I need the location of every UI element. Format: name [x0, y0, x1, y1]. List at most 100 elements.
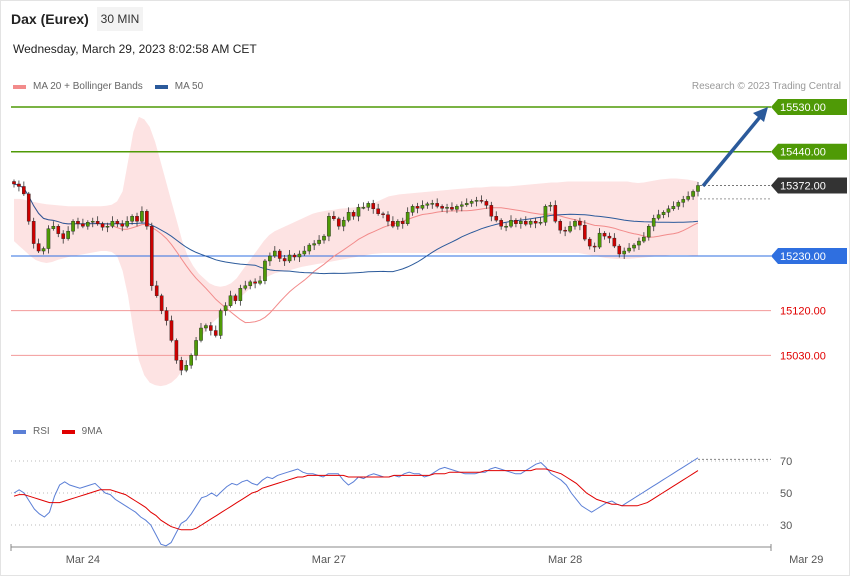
candle	[568, 221, 572, 234]
candle	[31, 217, 36, 249]
legend-item-ma50: MA 50	[154, 81, 204, 92]
candle-body	[553, 205, 558, 222]
candle-body	[435, 203, 439, 207]
candle	[322, 234, 326, 244]
candle	[583, 220, 587, 242]
candle-body	[51, 225, 56, 229]
candle-body	[558, 221, 563, 231]
candle-body	[499, 220, 503, 227]
legend-item-ma20: MA 20 + Bollinger Bands	[13, 81, 143, 92]
candle-body	[637, 240, 641, 246]
candle-body	[602, 232, 607, 237]
candle	[627, 243, 631, 254]
candle-body	[61, 233, 66, 239]
candle-body	[578, 221, 582, 226]
candle-body	[56, 225, 61, 234]
candle	[474, 196, 479, 207]
candle	[538, 217, 543, 226]
legend-label-ma50: MA 50	[174, 81, 204, 92]
candle	[268, 252, 272, 266]
candle	[405, 207, 410, 226]
candle	[120, 220, 125, 232]
candle	[273, 246, 277, 258]
candle	[681, 195, 686, 208]
candle-body	[95, 221, 100, 224]
candle	[543, 204, 548, 226]
candle	[371, 199, 376, 214]
candle	[391, 216, 395, 229]
candle-body	[140, 211, 144, 222]
legend-item-9ma: 9MA	[61, 426, 102, 437]
candle	[578, 217, 582, 231]
candle-body	[479, 200, 484, 202]
candle	[479, 195, 484, 204]
legend-swatch-ma20	[13, 84, 26, 89]
candle	[361, 202, 366, 210]
candle-body	[292, 254, 297, 258]
candle	[351, 210, 356, 220]
candle-body	[686, 196, 690, 200]
candle-body	[277, 250, 282, 259]
candle	[400, 217, 405, 229]
candle-body	[455, 206, 459, 210]
candle-body	[351, 212, 356, 217]
candle-body	[307, 244, 312, 252]
timeframe-button[interactable]: 30 MIN	[97, 7, 143, 31]
price-legend: MA 20 + Bollinger Bands MA 50	[13, 81, 215, 92]
candle	[430, 199, 435, 209]
candle	[607, 232, 612, 244]
candle	[642, 232, 646, 244]
candle	[253, 278, 257, 289]
candle	[656, 209, 661, 221]
candle-body	[420, 205, 425, 209]
candle-body	[445, 207, 449, 209]
instrument-title: Dax (Eurex)	[11, 11, 89, 27]
candle-body	[76, 221, 80, 224]
candle	[494, 211, 499, 223]
candle	[686, 191, 690, 202]
candle-body	[592, 245, 597, 248]
x-tick-label: Mar 24	[66, 554, 100, 566]
candle	[164, 307, 169, 326]
candle-body	[332, 216, 336, 219]
candle-body	[194, 340, 198, 356]
candle-body	[179, 360, 184, 371]
candle-body	[243, 285, 248, 289]
candle	[366, 201, 371, 211]
candle-body	[322, 235, 326, 241]
candle	[110, 216, 115, 229]
candle-body	[66, 230, 70, 239]
candle	[558, 219, 563, 234]
candle-body	[263, 260, 267, 282]
candle-body	[209, 325, 213, 331]
candle-body	[145, 211, 149, 227]
candle	[425, 201, 430, 209]
candle	[696, 181, 700, 197]
candle	[455, 204, 459, 213]
candle	[450, 202, 454, 212]
candle-body	[627, 247, 631, 252]
candle-body	[642, 236, 646, 242]
legend-swatch-rsi	[13, 429, 26, 434]
legend-swatch-9ma	[61, 429, 75, 434]
level-label-15372.00: 15372.00	[780, 180, 826, 192]
candle	[381, 211, 385, 219]
candle-body	[356, 207, 361, 217]
candle	[66, 226, 70, 241]
candle	[440, 204, 444, 212]
rsi-tick-label: 30	[780, 520, 792, 532]
candle-body	[651, 218, 656, 227]
candle	[499, 218, 503, 230]
candle-body	[494, 216, 499, 221]
candle-body	[41, 248, 46, 252]
candle	[258, 275, 262, 286]
candle-body	[666, 208, 671, 213]
candle-body	[484, 201, 489, 206]
candle-body	[573, 221, 577, 227]
candle-body	[646, 225, 651, 238]
candle-body	[282, 258, 287, 262]
candle-body	[410, 206, 415, 213]
candle-body	[71, 221, 75, 232]
candle-body	[622, 250, 626, 255]
